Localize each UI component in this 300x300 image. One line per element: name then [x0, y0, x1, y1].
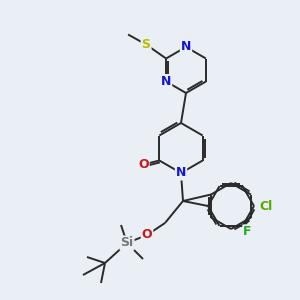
Text: N: N — [161, 75, 171, 88]
Text: O: O — [138, 158, 149, 171]
Text: F: F — [243, 225, 252, 239]
Text: O: O — [142, 229, 152, 242]
Text: N: N — [176, 167, 186, 179]
Text: Si: Si — [120, 236, 134, 250]
Text: N: N — [181, 40, 191, 53]
Text: S: S — [142, 38, 151, 51]
Text: Cl: Cl — [260, 200, 273, 212]
